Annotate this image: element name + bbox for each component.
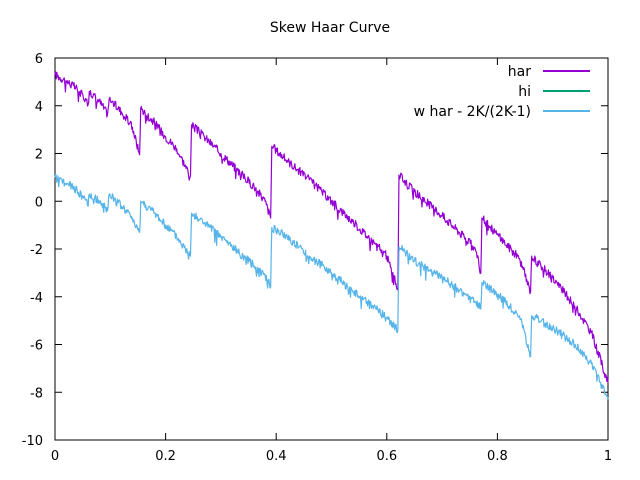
series-line-2 <box>54 173 609 400</box>
series-line-0 <box>54 71 609 383</box>
axis-ticks: 0 0.2 0.4 0.6 0.8 1 -10 -8 -6 -4 -2 0 2 4 6 <box>22 52 612 464</box>
x-tick-label: 0.2 <box>155 449 176 464</box>
x-tick-label: 1 <box>604 449 612 464</box>
x-tick-label: 0.4 <box>266 449 287 464</box>
y-tick-label: -10 <box>22 434 43 449</box>
y-tick-label: -4 <box>30 291 43 306</box>
x-tick-label: 0 <box>51 449 59 464</box>
legend-label: w har - 2K/(2K-1) <box>414 104 531 120</box>
legend-label: hi <box>518 84 531 100</box>
y-tick-label: -8 <box>30 386 43 401</box>
x-tick-label: 0.8 <box>487 449 508 464</box>
y-tick-label: 4 <box>35 100 43 115</box>
series-layer <box>54 71 609 400</box>
y-tick-label: 2 <box>35 148 43 163</box>
y-tick-label: 6 <box>35 52 43 67</box>
legend-label: har <box>508 64 531 80</box>
x-tick-label: 0.6 <box>376 449 397 464</box>
legend: har hi w har - 2K/(2K-1) <box>414 64 590 120</box>
y-tick-label: -2 <box>30 243 43 258</box>
y-tick-label: -6 <box>30 339 43 354</box>
chart-title: Skew Haar Curve <box>270 20 390 36</box>
y-tick-label: 0 <box>35 195 43 210</box>
